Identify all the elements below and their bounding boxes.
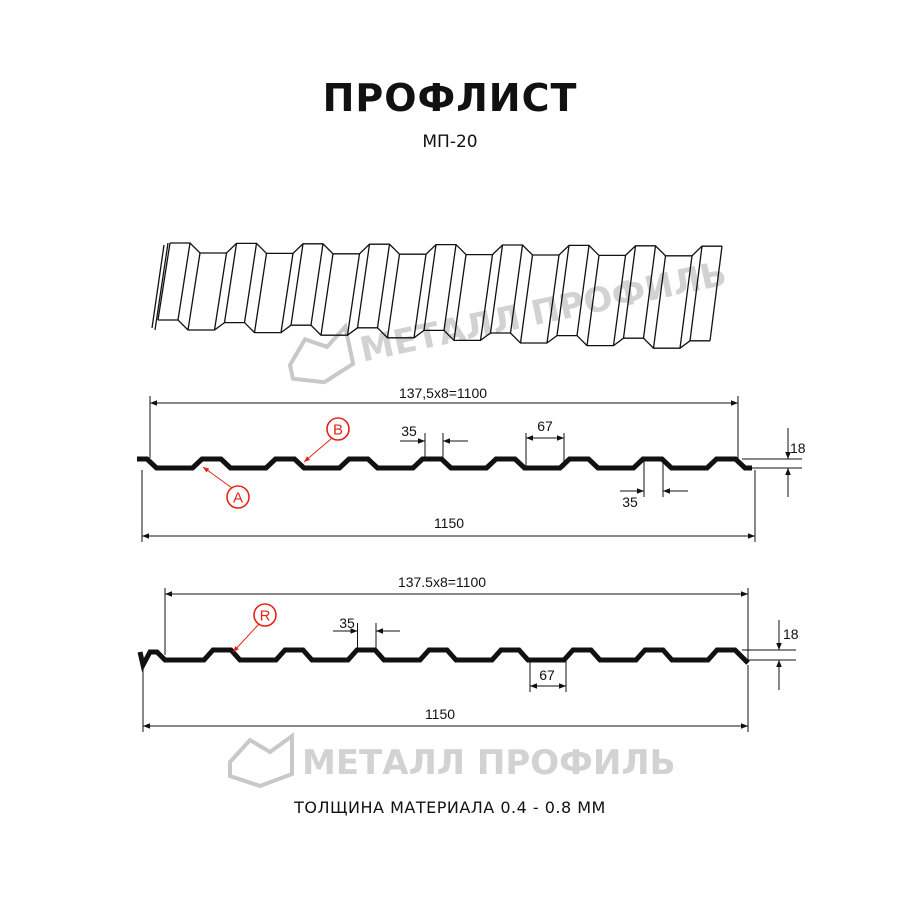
sheet-fold-line	[243, 243, 258, 323]
svg-text:B: B	[333, 422, 343, 439]
sheet-top-edge	[170, 242, 722, 257]
svg-text:R: R	[260, 608, 271, 625]
sheet-fold-line	[320, 253, 334, 336]
sheet-fold-line	[709, 246, 723, 341]
dim-35-label-r: 35	[339, 615, 355, 631]
dim-67-label-r: 67	[539, 667, 555, 683]
sheet-fold-line	[652, 255, 667, 349]
dim-18-label-r: 18	[783, 626, 799, 642]
sheet-fold-line	[376, 244, 391, 328]
sheet-fold-line	[213, 252, 228, 331]
dim-35-top-label: 35	[401, 423, 417, 439]
sheet-edge-overlap	[154, 242, 169, 331]
sheet-bottom-edge	[158, 319, 710, 349]
dim-18-label: 18	[790, 440, 806, 456]
profile-a: 137,5x8=1100 1150 35 67 35 18 B A	[137, 385, 806, 542]
sheet-fold-line	[642, 245, 657, 339]
dim-35-bottom-label: 35	[622, 494, 638, 510]
sheet-fold-line	[622, 245, 637, 339]
sheet-fold-line	[310, 243, 324, 326]
marker-r: R	[232, 603, 277, 653]
watermark-text-bottom: МЕТАЛЛ ПРОФИЛЬ	[302, 743, 676, 783]
svg-text:A: A	[233, 490, 243, 507]
dim-67-label: 67	[537, 418, 553, 434]
dim-1150-label-r: 1150	[425, 706, 455, 722]
sheet-fold-line	[519, 254, 534, 344]
watermark-logo-bottom: МЕТАЛЛ ПРОФИЛЬ	[228, 732, 676, 789]
sheet-fold-line	[356, 244, 371, 328]
sheet-fold-line	[479, 254, 494, 341]
page-title: ПРОФЛИСТ	[322, 76, 578, 120]
sheet-fold-line	[612, 255, 627, 346]
sheet-fold-line	[280, 253, 294, 333]
marker-a: A	[202, 466, 250, 509]
dim-1100-label-r: 137.5x8=1100	[398, 574, 486, 590]
sheet-fold-line	[679, 255, 693, 349]
dim-1150-label: 1150	[434, 515, 464, 531]
sheet-fold-line	[253, 253, 268, 333]
sheet-3d-illustration	[151, 242, 723, 349]
sheet-fold-line	[443, 244, 457, 331]
profile-r: 137.5x8=1100 1150 35 67 18 R	[137, 574, 799, 732]
sheet-fold-line	[423, 244, 437, 331]
sheet-fold-line	[586, 255, 600, 346]
profile-r-outline	[137, 647, 750, 673]
sheet-fold-line	[346, 253, 361, 336]
sheet-edge-overlap	[151, 244, 165, 329]
sheet-fold-line	[453, 254, 467, 341]
profile-a-outline	[137, 456, 752, 471]
sheet-fold-line	[386, 254, 401, 338]
material-thickness-note: ТОЛЩИНА МАТЕРИАЛА 0.4 - 0.8 ММ	[294, 798, 606, 817]
sheet-fold-line	[223, 243, 238, 323]
sheet-fold-line	[576, 245, 590, 336]
sheet-fold-line	[546, 254, 560, 344]
watermark-text-top: МЕТАЛЛ ПРОФИЛЬ	[356, 254, 730, 371]
sheet-fold-line	[489, 244, 504, 334]
sheet-fold-line	[689, 246, 703, 341]
sheet-fold-line	[177, 242, 191, 321]
model-subtitle: МП-20	[422, 132, 478, 152]
sheet-fold-line	[157, 242, 171, 321]
dim-1100-label: 137,5x8=1100	[399, 385, 487, 401]
sheet-fold-line	[556, 245, 570, 336]
sheet-fold-line	[509, 244, 524, 334]
marker-b: B	[303, 417, 350, 463]
sheet-fold-line	[290, 243, 304, 326]
sheet-fold-line	[187, 252, 201, 331]
sheet-fold-line	[413, 254, 427, 338]
